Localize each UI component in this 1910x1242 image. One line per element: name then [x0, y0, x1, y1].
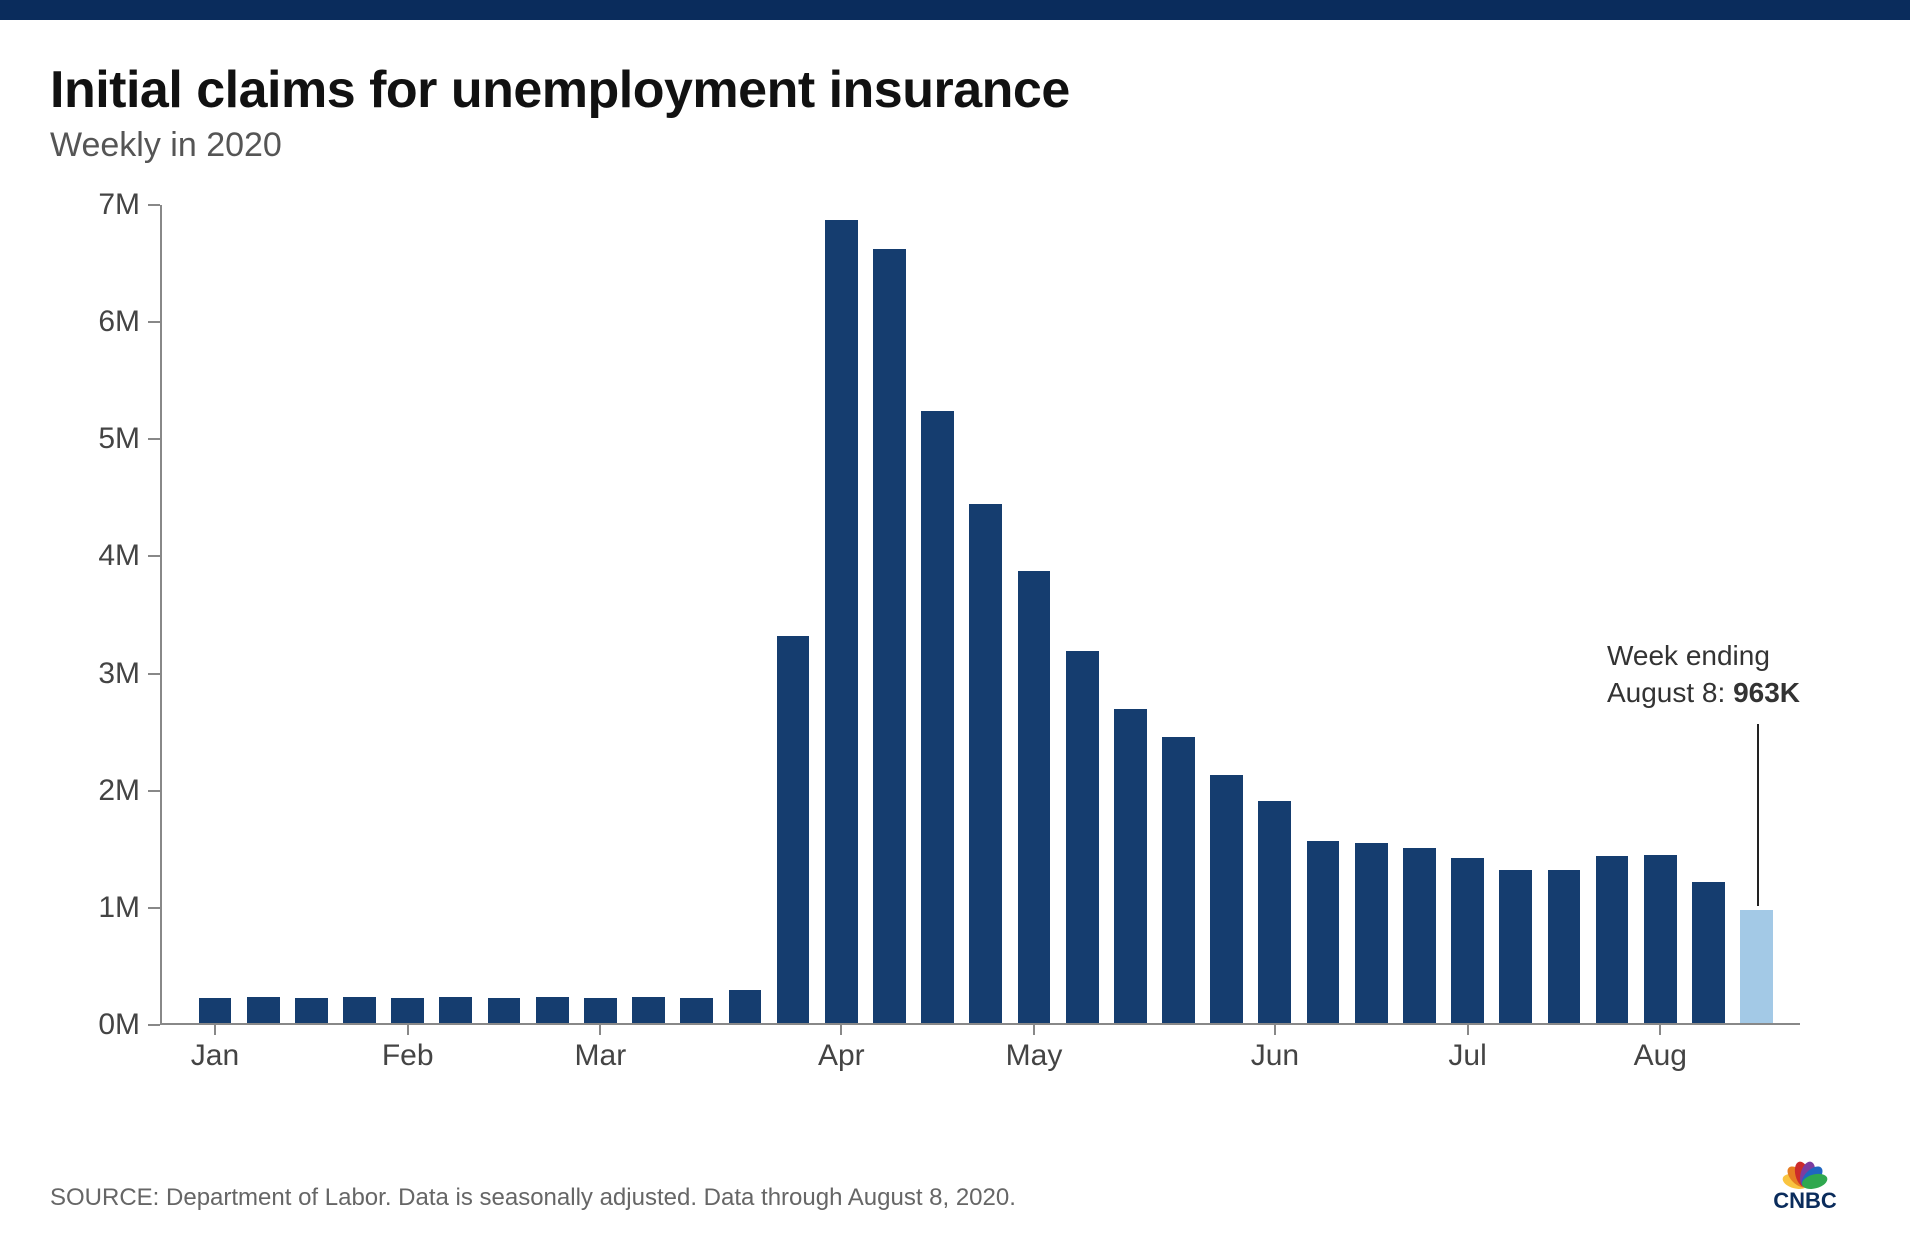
y-tick-mark [148, 907, 160, 909]
bar [729, 990, 762, 1023]
y-tick-mark [148, 438, 160, 440]
bar [777, 636, 810, 1023]
x-tick-mark [1659, 1023, 1661, 1035]
x-tick-mark [1274, 1023, 1276, 1035]
y-tick-label: 6M [98, 305, 140, 339]
x-tick-label: Jan [191, 1039, 239, 1073]
top-bar [0, 0, 1910, 20]
chart-subtitle: Weekly in 2020 [50, 126, 1860, 165]
y-tick-mark [148, 790, 160, 792]
bar [1066, 651, 1099, 1023]
bar [969, 504, 1002, 1023]
source-text: SOURCE: Department of Labor. Data is sea… [50, 1184, 1016, 1212]
x-tick-label: Feb [382, 1039, 434, 1073]
bar [1355, 843, 1388, 1023]
x-tick-label: Apr [818, 1039, 865, 1073]
peacock-icon: CNBC [1750, 1142, 1860, 1212]
cnbc-logo: CNBC [1750, 1142, 1860, 1212]
bar [488, 998, 521, 1023]
bar [1018, 571, 1051, 1023]
x-tick-label: Jun [1251, 1039, 1299, 1073]
bar [873, 249, 906, 1023]
y-tick-label: 7M [98, 188, 140, 222]
bar [1403, 848, 1436, 1023]
x-tick-label: Mar [575, 1039, 627, 1073]
chart-area: 0M1M2M3M4M5M6M7M JanFebMarAprMayJunJulAu… [50, 205, 1860, 1105]
bar [391, 998, 424, 1023]
bar [1548, 870, 1581, 1023]
y-tick-mark [148, 321, 160, 323]
x-tick-mark [214, 1023, 216, 1035]
chart-title: Initial claims for unemployment insuranc… [50, 60, 1860, 120]
footer: SOURCE: Department of Labor. Data is sea… [50, 1142, 1860, 1212]
bar [439, 997, 472, 1023]
bar [1307, 841, 1340, 1023]
bar [247, 997, 280, 1023]
x-tick-mark [1033, 1023, 1035, 1035]
bar [680, 998, 713, 1023]
bar [295, 998, 328, 1023]
x-tick-mark [1467, 1023, 1469, 1035]
x-tick-label: Jul [1448, 1039, 1486, 1073]
bar [632, 997, 665, 1023]
bar [1451, 858, 1484, 1023]
bar [1692, 882, 1725, 1023]
svg-text:CNBC: CNBC [1773, 1188, 1837, 1212]
y-tick-mark [148, 555, 160, 557]
bar-highlight [1740, 910, 1773, 1023]
annotation-label: Week endingAugust 8: 963K [1607, 637, 1800, 713]
y-axis: 0M1M2M3M4M5M6M7M [50, 205, 160, 1025]
bar [1258, 801, 1291, 1023]
x-tick-label: May [1006, 1039, 1063, 1073]
bar [1596, 856, 1629, 1023]
plot-area: JanFebMarAprMayJunJulAug Week endingAugu… [160, 205, 1800, 1025]
bar [1162, 737, 1195, 1023]
x-tick-mark [407, 1023, 409, 1035]
y-tick-label: 2M [98, 774, 140, 808]
bar [584, 998, 617, 1023]
x-tick-mark [599, 1023, 601, 1035]
bar [199, 998, 232, 1023]
bar [1114, 709, 1147, 1023]
y-tick-label: 5M [98, 422, 140, 456]
y-tick-mark [148, 1024, 160, 1026]
bar [921, 411, 954, 1023]
y-tick-label: 3M [98, 657, 140, 691]
bars-group [162, 205, 1800, 1023]
y-tick-label: 4M [98, 539, 140, 573]
bar [1644, 855, 1677, 1023]
y-tick-mark [148, 204, 160, 206]
x-tick-mark [840, 1023, 842, 1035]
bar [1499, 870, 1532, 1023]
bar [825, 220, 858, 1023]
x-tick-label: Aug [1634, 1039, 1687, 1073]
annotation-leader [1757, 724, 1759, 906]
bar [343, 997, 376, 1023]
y-tick-label: 1M [98, 891, 140, 925]
bar [536, 997, 569, 1023]
chart-container: Initial claims for unemployment insuranc… [0, 20, 1910, 1135]
y-tick-mark [148, 673, 160, 675]
bar [1210, 775, 1243, 1023]
y-tick-label: 0M [98, 1008, 140, 1042]
